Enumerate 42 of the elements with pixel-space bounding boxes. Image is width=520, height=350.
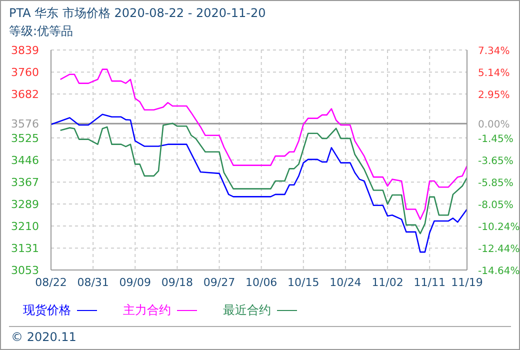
y-tick-label: 3760 [11,66,39,80]
y-tick-label: 3525 [11,132,39,145]
y2-tick-label: -5.85% [478,178,514,190]
y2-tick-label: -1.45% [478,134,514,145]
y-tick-label: 3367 [11,176,39,190]
y2-tick-label: 0.00% [478,119,510,130]
x-tick-label: 08/22 [35,276,67,289]
y2-tick-label: -12.44% [478,244,520,255]
y-tick-label: 3210 [11,220,39,234]
line-series [51,114,467,253]
x-tick-label: 08/31 [77,276,109,289]
y-tick-label: 3576 [11,118,39,131]
x-tick-label: 10/15 [288,276,320,289]
y-tick-label: 3289 [11,198,39,211]
y2-tick-label: 2.95% [478,90,510,101]
legend-label: 最近合约 [223,302,271,319]
y-tick-label: 3131 [11,242,39,256]
x-tick-label: 11/02 [372,276,404,289]
chart-subtitle: 等级:优等品 [9,23,74,40]
line-series [60,68,467,220]
y2-tick-label: 7.34% [478,46,510,57]
x-tick-label: 10/06 [245,276,278,289]
y2-tick-label: -14.64% [478,266,520,277]
legend-label: 现货价格 [23,302,71,319]
x-tick-label: 10/24 [330,276,362,289]
y2-tick-label: -8.05% [478,200,514,212]
y2-tick-label: 5.14% [478,68,510,80]
x-tick-label: 09/18 [161,276,194,289]
x-tick-label: 09/27 [203,276,236,289]
legend-label: 主力合约 [123,302,171,319]
x-tick-label: 09/09 [119,276,151,289]
y-tick-label: 3839 [11,44,39,57]
line-series [60,122,467,234]
y2-tick-label: -10.24% [478,222,520,233]
text: © 2020.11 [11,330,76,344]
x-tick-label: 11/11 [414,276,446,289]
y-tick-label: 3053 [11,264,39,277]
y-tick-label: 3446 [11,154,39,167]
chart-title: PTA 华东 市场价格 2020-08-22 - 2020-11-20 [9,5,266,22]
y2-tick-label: -3.65% [478,156,514,167]
x-tick-label: 11/19 [451,276,483,289]
y-tick-label: 3682 [11,88,39,101]
